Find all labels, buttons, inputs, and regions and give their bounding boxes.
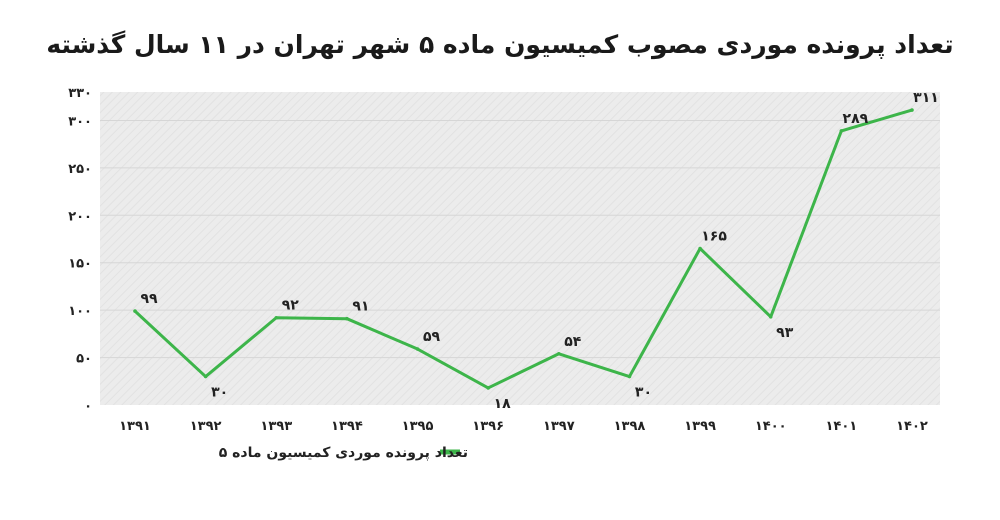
data-point <box>698 246 702 251</box>
x-tick-label: ۱۴۰۲ <box>896 419 928 434</box>
x-tick-label: ۱۳۹۸ <box>614 419 646 434</box>
data-label: ۳۰ <box>635 385 652 401</box>
y-tick-label: ۲۵۰ <box>68 162 92 177</box>
data-point <box>910 108 914 112</box>
x-axis: ۱۳۹۱ ۱۳۹۲ ۱۳۹۳ ۱۳۹۴ ۱۳۹۵ ۱۳۹۶ ۱۳۹۷ ۱۳۹۸ ۱۳۹۹ ۱۴۰۰… <box>119 419 928 434</box>
x-tick-label: ۱۳۹۶ <box>472 419 504 434</box>
x-tick-label: ۱۳۹۷ <box>543 419 575 434</box>
y-tick-label: ۵۰ <box>76 352 92 367</box>
data-point <box>839 129 844 133</box>
plot-area <box>100 92 940 405</box>
x-tick-label: ۱۳۹۹ <box>684 419 716 434</box>
series-line <box>133 108 914 390</box>
x-tick-label: ۱۳۹۵ <box>402 419 434 434</box>
data-point <box>486 386 490 390</box>
legend-label: تعداد پرونده موردی کمیسیون ماده ۵ <box>219 445 468 461</box>
data-labels: ۹۹ ۳۰ ۹۲ ۹۱ ۵۹ ۱۸ ۵۴ ۳۰ ۱۶۵ ۹۳ ۲۸۹ ۳۱۱ <box>140 90 938 412</box>
data-label: ۳۰ <box>211 385 228 401</box>
y-tick-label: ۳۳۰ <box>68 86 92 101</box>
data-point <box>345 316 349 321</box>
chart-title: تعداد پرونده موردی مصوب کمیسیون ماده ۵ ش… <box>46 30 954 59</box>
y-tick-label: ۳۰۰ <box>68 114 92 129</box>
data-label: ۲۸۹ <box>843 111 869 127</box>
x-tick-label: ۱۳۹۳ <box>260 419 292 434</box>
x-tick-label: ۱۴۰۱ <box>825 419 857 434</box>
data-label: ۹۱ <box>352 299 369 315</box>
data-label: ۵۹ <box>423 329 441 345</box>
y-tick-label: ۱۰۰ <box>68 304 92 319</box>
y-tick-label: ۲۰۰ <box>68 209 92 224</box>
y-tick-label: ۰ <box>84 399 92 414</box>
legend: تعداد پرونده موردی کمیسیون ماده ۵ <box>219 445 468 461</box>
data-point <box>274 315 279 320</box>
x-tick-label: ۱۴۰۰ <box>755 419 787 434</box>
y-tick-label: ۱۵۰ <box>68 257 92 272</box>
data-point <box>627 374 632 379</box>
grid-lines <box>100 119 940 359</box>
data-point <box>557 351 561 356</box>
series-layer <box>133 108 914 390</box>
data-label: ۵۴ <box>564 334 582 350</box>
data-point <box>133 309 137 313</box>
data-label: ۳۱۱ <box>913 90 939 106</box>
data-label: ۹۲ <box>282 298 300 314</box>
data-label: ۹۹ <box>140 291 158 307</box>
y-axis: ۰ ۵۰ ۱۰۰ ۱۵۰ ۲۰۰ ۲۵۰ ۳۰۰ ۳۳۰ <box>68 86 92 414</box>
x-tick-label: ۱۳۹۴ <box>331 419 363 434</box>
data-point <box>203 374 208 379</box>
data-point <box>415 347 420 351</box>
x-tick-label: ۱۳۹۱ <box>119 419 151 434</box>
data-label: ۹۳ <box>776 325 794 341</box>
data-label: ۱۶۵ <box>701 229 727 245</box>
data-label: ۱۸ <box>494 396 512 412</box>
x-tick-label: ۱۳۹۲ <box>190 419 222 434</box>
data-point <box>768 314 773 319</box>
